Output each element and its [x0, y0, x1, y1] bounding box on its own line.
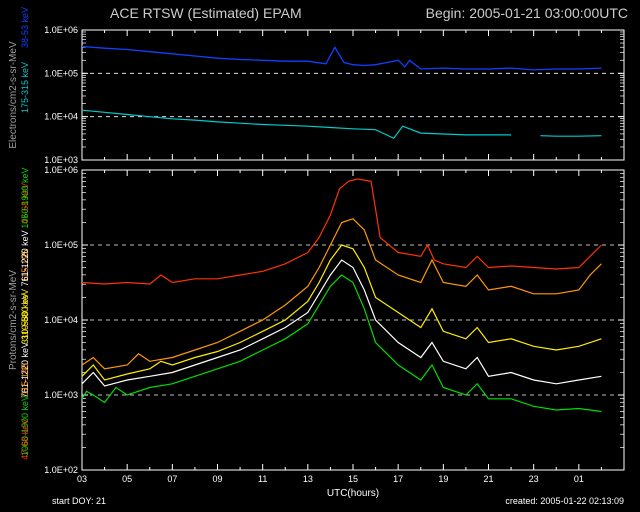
xlabel: UTC(hours): [327, 488, 379, 499]
plot-bg: [0, 0, 640, 512]
epam-chart: ACE RTSW (Estimated) EPAM Begin: 2005-01-…: [0, 0, 640, 512]
xtick-label: 21: [483, 474, 493, 484]
ytick-label: 1.0E+02: [44, 465, 78, 475]
xtick-label: 03: [77, 474, 87, 484]
xtick-label: 11: [258, 474, 267, 484]
ytick-label: 1.0E+03: [44, 155, 78, 165]
xtick-label: 19: [438, 474, 448, 484]
legend-label: 38-53 keV: [20, 7, 30, 48]
ytick-label: 1.0E+05: [44, 68, 78, 78]
legend2: 761-1220 keV: [20, 230, 30, 286]
xtick-label: 07: [167, 474, 177, 484]
legend2: 47-68 keV: [20, 419, 30, 460]
xtick-label: 05: [122, 474, 132, 484]
xtick-label: 13: [303, 474, 313, 484]
legend2: 1060-1900 keV: [20, 168, 30, 229]
legend-label: 175-315 keV: [20, 62, 30, 113]
xtick-label: 17: [393, 474, 403, 484]
title-left: ACE RTSW (Estimated) EPAM: [110, 5, 302, 21]
xtick-label: 09: [212, 474, 222, 484]
ytick-label: 1.0E+04: [44, 112, 78, 122]
created-ts: created: 2005-01-22 02:13:09: [505, 496, 624, 506]
ylabel: Protons/cm2-s-sr-MeV: [8, 270, 19, 370]
legend2: 310-580 keV: [20, 293, 30, 344]
ytick-label: 1.0E+04: [44, 315, 78, 325]
ytick-label: 1.0E+05: [44, 240, 78, 250]
title-right: Begin: 2005-01-21 03:00:00UTC: [426, 5, 628, 21]
xtick-label: 01: [574, 474, 584, 484]
start-doy: start DOY: 21: [52, 496, 106, 506]
xtick-label: 23: [529, 474, 539, 484]
ytick-label: 1.0E+06: [44, 165, 78, 175]
ylabel: Electrons/cm2-s-sr-MeV: [8, 41, 19, 149]
ytick-label: 1.0E+06: [44, 25, 78, 35]
legend2: 115-195: [20, 363, 30, 395]
ytick-label: 1.0E+03: [44, 390, 78, 400]
xtick-label: 15: [348, 474, 358, 484]
